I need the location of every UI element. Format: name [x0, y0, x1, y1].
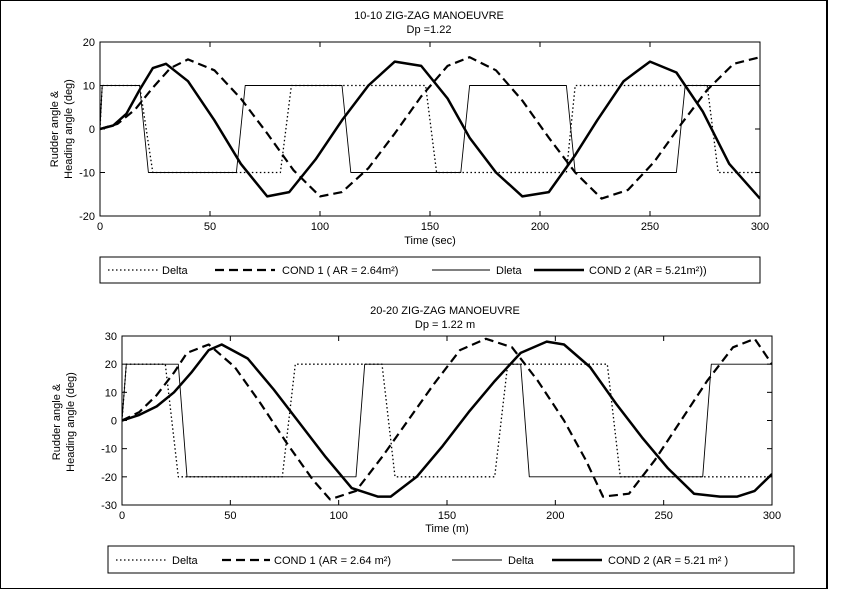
right-margin	[839, 0, 850, 591]
chart2-ytick-label: -30	[101, 500, 117, 512]
chart1-series-4-line	[100, 60, 760, 200]
chart1-axes-box	[99, 41, 761, 217]
legend1-label-dleta: Dleta	[496, 265, 523, 277]
chart1-series-2-line	[100, 56, 760, 200]
legend1-label-delta: Delta	[162, 265, 189, 277]
chart1-ytick-label: 10	[83, 81, 95, 93]
figure-frame	[0, 0, 828, 589]
chart2-ytick-label: 20	[105, 359, 117, 371]
chart1-ytick-label: -20	[79, 211, 95, 223]
chart1-legend: Delta COND 1 ( AR = 2.64m²) Dleta COND 2…	[99, 256, 761, 284]
chart1-legend-box	[99, 256, 761, 284]
chart1-subtitle: Dp =1.22	[407, 24, 452, 36]
chart1-ytick-label: 0	[89, 124, 95, 136]
legend2-label-cond2: COND 2 (AR = 5.21 m² )	[608, 555, 728, 567]
chart2-xtick-label: 50	[224, 510, 236, 522]
chart2-ylabel-line2: Heading angle (deg)	[65, 372, 77, 472]
legend2-label-cond1: COND 1 (AR = 2.64 m²)	[274, 555, 391, 567]
chart2-xtick-label: 250	[654, 510, 672, 522]
chart2-ytick-label: -20	[101, 472, 117, 484]
chart1-ytick-label: 20	[83, 37, 95, 49]
chart2-series-4-line	[122, 340, 772, 498]
chart2-legend: Delta COND 1 (AR = 2.64 m²) Delta COND 2…	[107, 545, 795, 574]
chart2-ylabel-line1: Rudder angle &	[51, 383, 63, 460]
chart2-series-2-line	[122, 337, 772, 501]
chart2-xlabel: Time (m)	[425, 523, 469, 535]
chart2-ytick-label: -10	[101, 444, 117, 456]
chart2-xtick-label: 200	[546, 510, 564, 522]
legend1-label-cond1: COND 1 ( AR = 2.64m²)	[282, 265, 398, 277]
chart1-ytick-label: -10	[79, 168, 95, 180]
chart1-xtick-label: 100	[311, 221, 329, 233]
chart2-xtick-label: 100	[329, 510, 347, 522]
legend2-label-delta-solid: Delta	[508, 555, 535, 567]
legend1-label-cond2: COND 2 (AR = 5.21m²))	[589, 265, 707, 277]
chart1-xtick-label: 0	[97, 221, 103, 233]
chart2-axes-box	[121, 335, 773, 506]
chart2-xtick-label: 150	[438, 510, 456, 522]
chart1-xtick-label: 250	[641, 221, 659, 233]
chart1-ylabel-line1: Rudder angle &	[49, 90, 61, 167]
chart2-ytick-label: 10	[105, 387, 117, 399]
chart2-series-3-line	[122, 363, 772, 478]
chart2-xtick-label: 300	[763, 510, 781, 522]
chart1-title: 10-10 ZIG-ZAG MANOEUVRE	[354, 10, 504, 22]
chart2-title: 20-20 ZIG-ZAG MANOEUVRE	[370, 305, 520, 317]
chart1-xtick-label: 150	[421, 221, 439, 233]
chart2-series-1-line	[122, 363, 772, 478]
chart1-xlabel: Time (sec)	[404, 235, 456, 247]
chart1-series-3-line	[100, 85, 760, 173]
chart2-xtick-label: 0	[119, 510, 125, 522]
chart2-subtitle: Dp = 1.22 m	[415, 319, 475, 331]
legend2-label-delta-dotted: Delta	[172, 555, 199, 567]
chart1-xtick-label: 200	[531, 221, 549, 233]
chart1-ylabel-line2: Heading angle (deg)	[63, 79, 75, 179]
chart1-xtick-label: 300	[751, 221, 769, 233]
chart2-ytick-label: 30	[105, 331, 117, 343]
chart1-xtick-label: 50	[204, 221, 216, 233]
chart2-ytick-label: 0	[111, 416, 117, 428]
